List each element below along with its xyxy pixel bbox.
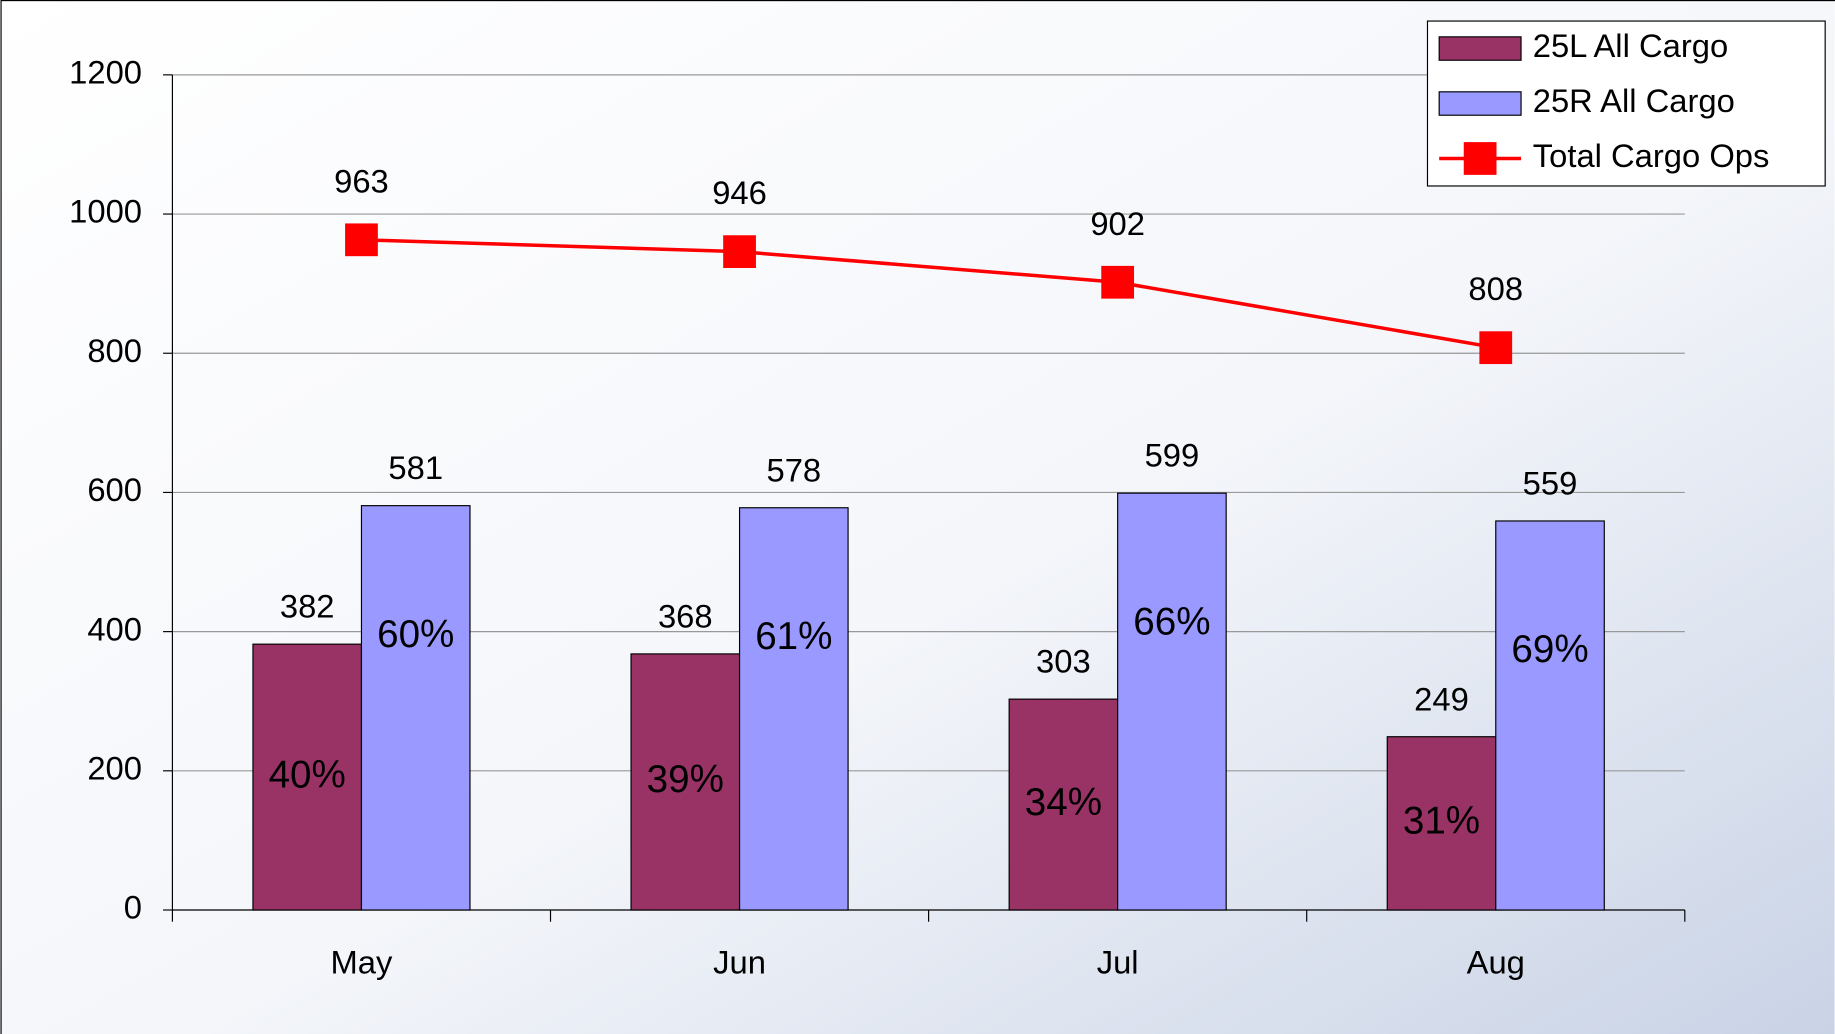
bar-value-label: 599 bbox=[1145, 437, 1200, 474]
bar bbox=[1386, 736, 1497, 911]
y-tick-label: 800 bbox=[87, 332, 142, 369]
bar bbox=[1117, 492, 1227, 911]
bar-percent-label: 34% bbox=[1025, 781, 1102, 824]
line-marker bbox=[1479, 331, 1513, 365]
bar-value-label: 382 bbox=[280, 588, 335, 625]
line-value-label: 963 bbox=[334, 162, 389, 199]
bar-value-label: 303 bbox=[1036, 643, 1091, 680]
legend-label: 25R All Cargo bbox=[1533, 82, 1735, 119]
line-marker bbox=[723, 235, 756, 269]
y-tick-label: 1200 bbox=[69, 54, 142, 91]
bar-value-label: 559 bbox=[1523, 465, 1578, 502]
legend-swatch bbox=[1438, 91, 1522, 116]
bar-percent-label: 60% bbox=[377, 613, 454, 656]
legend-swatch bbox=[1438, 36, 1522, 61]
legend-marker bbox=[1463, 142, 1497, 175]
y-tick-label: 400 bbox=[87, 610, 142, 647]
legend-label: Total Cargo Ops bbox=[1533, 137, 1770, 174]
bar-value-label: 581 bbox=[388, 449, 443, 486]
bar bbox=[360, 505, 471, 911]
bar bbox=[252, 643, 363, 911]
x-tick-label: Jun bbox=[713, 944, 766, 981]
bar-percent-label: 61% bbox=[755, 615, 832, 658]
x-tick-label: Aug bbox=[1467, 944, 1525, 981]
bar-value-label: 368 bbox=[658, 597, 713, 634]
x-tick-label: May bbox=[331, 944, 393, 981]
bar-percent-label: 69% bbox=[1511, 628, 1588, 671]
bar-value-label: 578 bbox=[766, 451, 821, 488]
line-marker bbox=[345, 223, 378, 257]
bar-percent-label: 40% bbox=[269, 753, 346, 796]
y-tick-label: 200 bbox=[87, 749, 142, 786]
bar bbox=[630, 653, 741, 911]
line-marker bbox=[1101, 265, 1135, 299]
legend-label: 25L All Cargo bbox=[1533, 27, 1728, 64]
bar-value-label: 249 bbox=[1414, 680, 1469, 717]
y-tick-label: 600 bbox=[87, 471, 142, 508]
y-tick-label: 1000 bbox=[69, 193, 142, 230]
x-tick-label: Jul bbox=[1097, 944, 1139, 981]
bar-percent-label: 66% bbox=[1133, 600, 1210, 643]
bar bbox=[1495, 520, 1605, 911]
bar bbox=[738, 507, 849, 911]
line bbox=[361, 238, 1497, 350]
line-value-label: 808 bbox=[1468, 270, 1523, 307]
line-value-label: 946 bbox=[712, 174, 767, 211]
line-value-label: 902 bbox=[1090, 205, 1145, 242]
bar-percent-label: 39% bbox=[647, 758, 724, 801]
bar-percent-label: 31% bbox=[1403, 800, 1480, 843]
bar bbox=[1008, 698, 1119, 911]
y-tick-label: 0 bbox=[124, 889, 142, 926]
